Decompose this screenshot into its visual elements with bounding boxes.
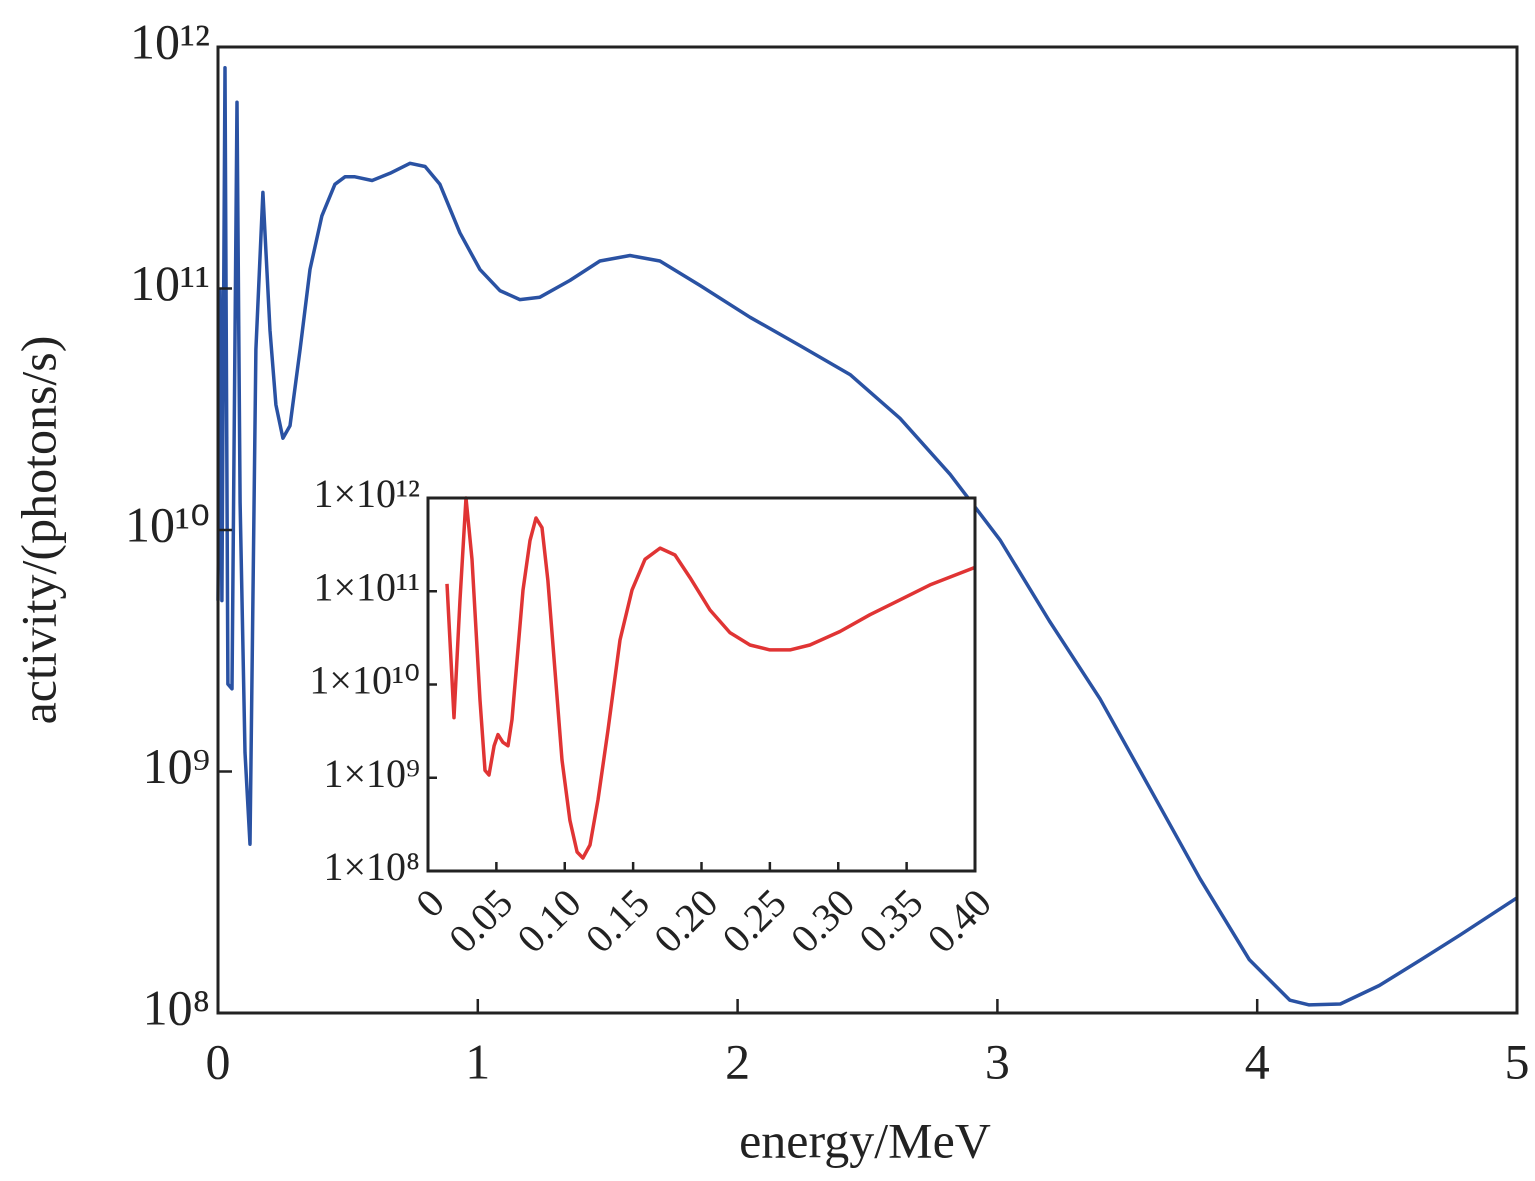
x-tick-label: 0.05 <box>440 880 521 961</box>
x-tick-label: 2 <box>725 1033 750 1089</box>
y-tick-label: 10¹¹ <box>130 255 210 311</box>
x-tick-label: 0.35 <box>850 880 931 961</box>
x-tick-label: 0.15 <box>577 880 658 961</box>
x-axis-label: energy/MeV <box>739 1112 991 1168</box>
y-tick-label: 10¹² <box>130 13 210 69</box>
y-tick-label: 1×10⁹ <box>323 751 420 796</box>
x-tick-label: 0.10 <box>508 880 589 961</box>
y-tick-label: 1×10¹¹ <box>313 564 420 609</box>
x-tick-label: 0.30 <box>782 880 863 961</box>
x-tick-label: 0 <box>206 1033 231 1089</box>
y-tick-label: 1×10¹⁰ <box>309 658 420 703</box>
x-tick-label: 5 <box>1505 1033 1530 1089</box>
y-tick-label: 1×10⁸ <box>323 844 420 889</box>
data-line <box>216 66 1518 1007</box>
y-tick-label: 10⁹ <box>143 738 210 794</box>
data-line <box>445 496 976 860</box>
x-tick-label: 4 <box>1245 1033 1270 1089</box>
y-tick-label: 10⁸ <box>143 979 210 1035</box>
x-tick-label: 0.25 <box>713 880 794 961</box>
x-tick-label: 3 <box>985 1033 1010 1089</box>
x-tick-label: 0.20 <box>645 880 726 961</box>
x-tick-label: 0.40 <box>919 880 1000 961</box>
x-tick-label: 0 <box>407 880 453 926</box>
y-axis-label: activity/(photons/s) <box>10 336 66 725</box>
x-tick-label: 1 <box>465 1033 490 1089</box>
inset-background <box>428 498 975 871</box>
y-tick-label: 10¹⁰ <box>125 496 210 552</box>
y-tick-label: 1×10¹² <box>313 471 420 516</box>
